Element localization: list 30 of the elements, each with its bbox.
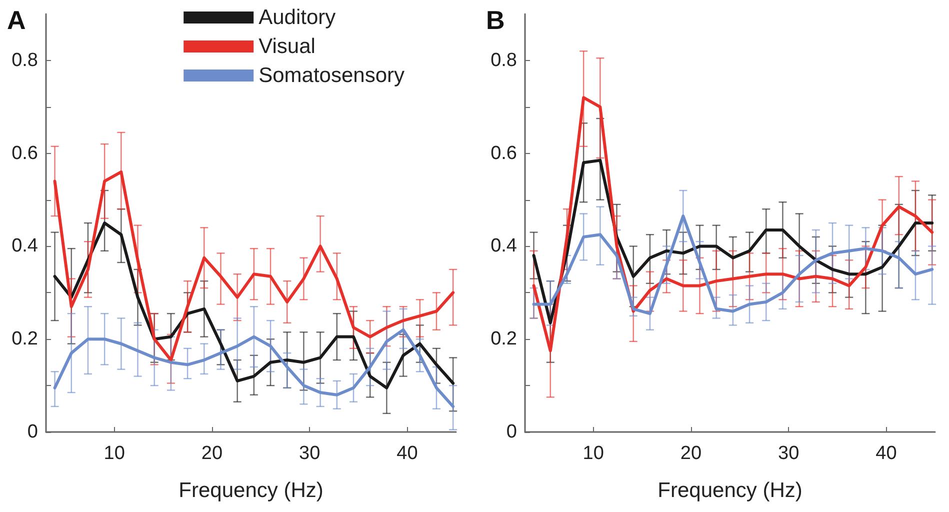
line-series <box>53 222 455 390</box>
line-series <box>532 214 934 316</box>
y-tick-label: 0.2 <box>490 328 517 350</box>
legend-label: Somatosensory <box>258 64 406 87</box>
x-axis-title: Frequency (Hz) <box>178 479 324 502</box>
x-tick-label: 20 <box>680 443 702 464</box>
x-tick-label: 30 <box>299 443 320 464</box>
y-tick-label: 0.6 <box>12 142 38 164</box>
x-axis-title: Frequency (Hz) <box>658 479 802 502</box>
x-tick-label: 30 <box>778 443 800 464</box>
legend-label: Auditory <box>258 6 336 29</box>
chart-title: B <box>486 5 505 35</box>
y-tick-label: 0 <box>506 422 517 442</box>
x-tick-label: 10 <box>582 443 604 464</box>
y-tick-label: 0.6 <box>490 142 517 164</box>
line-series <box>532 96 934 352</box>
y-tick-label: 0.2 <box>12 328 38 350</box>
line-series <box>53 170 455 362</box>
y-tick-label: 0.8 <box>12 50 38 71</box>
x-tick-label: 20 <box>201 443 223 464</box>
x-tick-label: 10 <box>104 443 125 464</box>
line-series <box>53 328 455 408</box>
legend-label: Visual <box>258 35 316 58</box>
x-tick-label: 40 <box>396 443 418 464</box>
y-tick-label: 0 <box>27 422 38 442</box>
y-tick-label: 0.4 <box>12 236 38 257</box>
y-tick-label: 0.8 <box>490 50 517 71</box>
y-tick-label: 0.4 <box>490 236 518 257</box>
chart-title: A <box>7 5 26 35</box>
x-tick-label: 40 <box>876 443 897 464</box>
